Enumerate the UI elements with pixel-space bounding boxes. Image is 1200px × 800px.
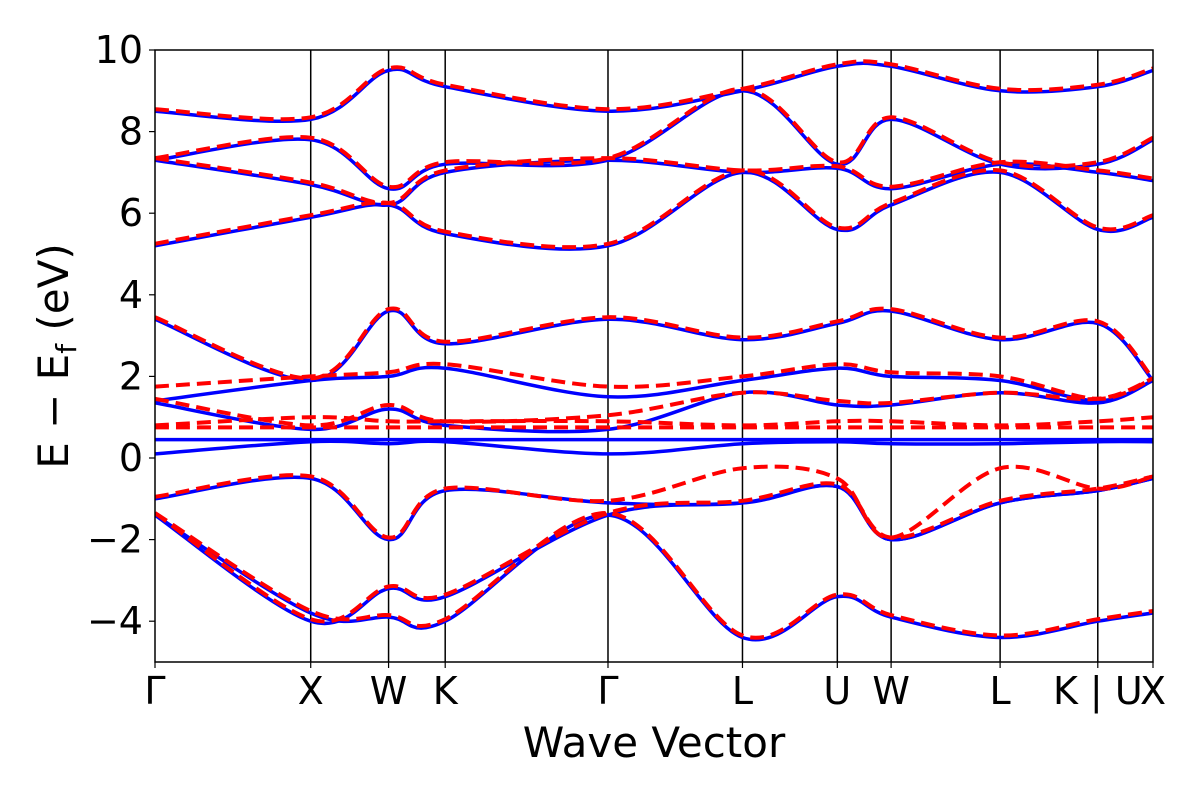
x-tick-label: X: [1140, 669, 1166, 713]
x-tick-label: L: [732, 669, 753, 713]
band-line-solid: [155, 365, 1153, 403]
high-symmetry-lines: [309, 50, 1099, 662]
y-tick-label: 2: [119, 354, 143, 398]
x-tick-label: Γ: [144, 669, 165, 713]
y-tick-label: −2: [87, 518, 143, 562]
band-line-solid: [155, 439, 1153, 456]
band-line-dashed: [155, 59, 1153, 122]
y-axis-label-main: E − E: [29, 354, 78, 469]
y-tick-label: 4: [119, 273, 143, 317]
x-tick-label: Γ: [597, 669, 618, 713]
y-tick-label: 6: [119, 191, 143, 235]
band-line-solid: [155, 378, 1153, 434]
x-tick-label: K: [433, 669, 459, 713]
y-tick-label: 0: [119, 436, 143, 480]
y-axis-label: E − Ef (eV): [29, 243, 83, 469]
x-tick-label: W: [370, 669, 408, 713]
y-axis-ticks: 10 8 6 4 2 0 −2 −4: [87, 28, 155, 643]
x-axis-label: Wave Vector: [523, 718, 786, 767]
band-line-dashed: [155, 474, 1153, 624]
band-line-dashed: [155, 415, 1153, 428]
y-tick-label: 10: [95, 28, 143, 72]
band-line-dashed: [155, 168, 1153, 250]
band-line-solid: [155, 61, 1153, 123]
band-lines: [155, 59, 1153, 642]
y-axis-label-sub: f: [50, 343, 83, 354]
y-tick-label: −4: [87, 599, 143, 643]
band-line-dashed: [155, 464, 1153, 540]
band-line-dashed: [155, 376, 1153, 428]
x-tick-label: K | U: [1053, 669, 1143, 714]
band-line-solid: [155, 475, 1153, 542]
band-line-dashed: [155, 511, 1153, 640]
x-tick-label: W: [872, 669, 910, 713]
band-line-dashed: [155, 306, 1153, 381]
plot-frame: [154, 49, 1154, 663]
x-tick-label: U: [823, 669, 851, 713]
band-line-dashed: [155, 86, 1153, 190]
band-line-solid: [155, 513, 1153, 642]
y-tick-label: 8: [119, 110, 143, 154]
band-line-dashed: [155, 361, 1153, 401]
y-axis-label-unit: (eV): [29, 243, 78, 344]
x-tick-label: L: [990, 669, 1011, 713]
x-tick-label: X: [298, 669, 324, 713]
